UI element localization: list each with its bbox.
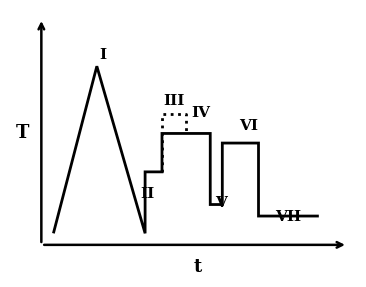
Text: VI: VI bbox=[239, 119, 258, 133]
Text: III: III bbox=[163, 94, 184, 108]
Text: II: II bbox=[140, 187, 154, 201]
Text: VII: VII bbox=[275, 210, 302, 224]
Text: t: t bbox=[194, 258, 202, 276]
Text: V: V bbox=[215, 196, 227, 210]
Text: T: T bbox=[15, 125, 29, 142]
Text: IV: IV bbox=[191, 106, 210, 120]
Text: I: I bbox=[99, 49, 107, 62]
